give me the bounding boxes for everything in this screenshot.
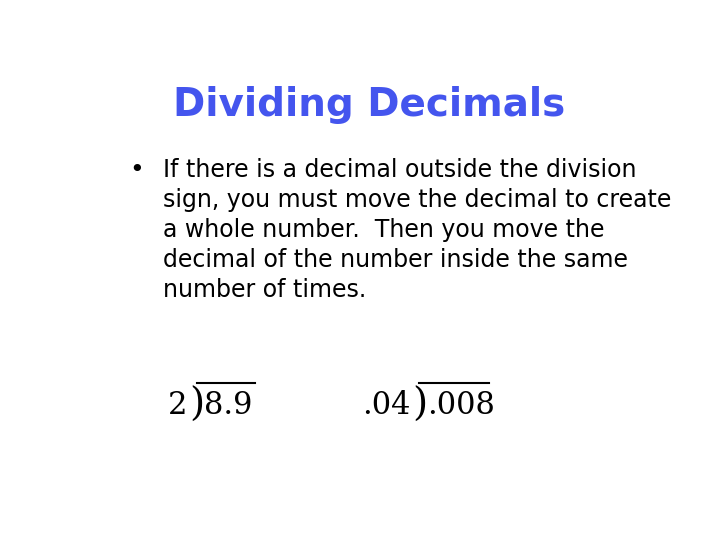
Text: •: • [129,158,144,183]
Text: a whole number.  Then you move the: a whole number. Then you move the [163,218,604,242]
Text: If there is a decimal outside the division: If there is a decimal outside the divisi… [163,158,636,183]
Text: ): ) [413,387,428,424]
Text: .04: .04 [362,390,411,421]
Text: .008: .008 [427,390,495,421]
Text: decimal of the number inside the same: decimal of the number inside the same [163,248,628,272]
Text: Dividing Decimals: Dividing Decimals [173,85,565,124]
Text: sign, you must move the decimal to create: sign, you must move the decimal to creat… [163,188,671,212]
Text: 8.9: 8.9 [204,390,253,421]
Text: number of times.: number of times. [163,278,366,302]
Text: 2: 2 [168,390,188,421]
Text: ): ) [189,387,204,424]
